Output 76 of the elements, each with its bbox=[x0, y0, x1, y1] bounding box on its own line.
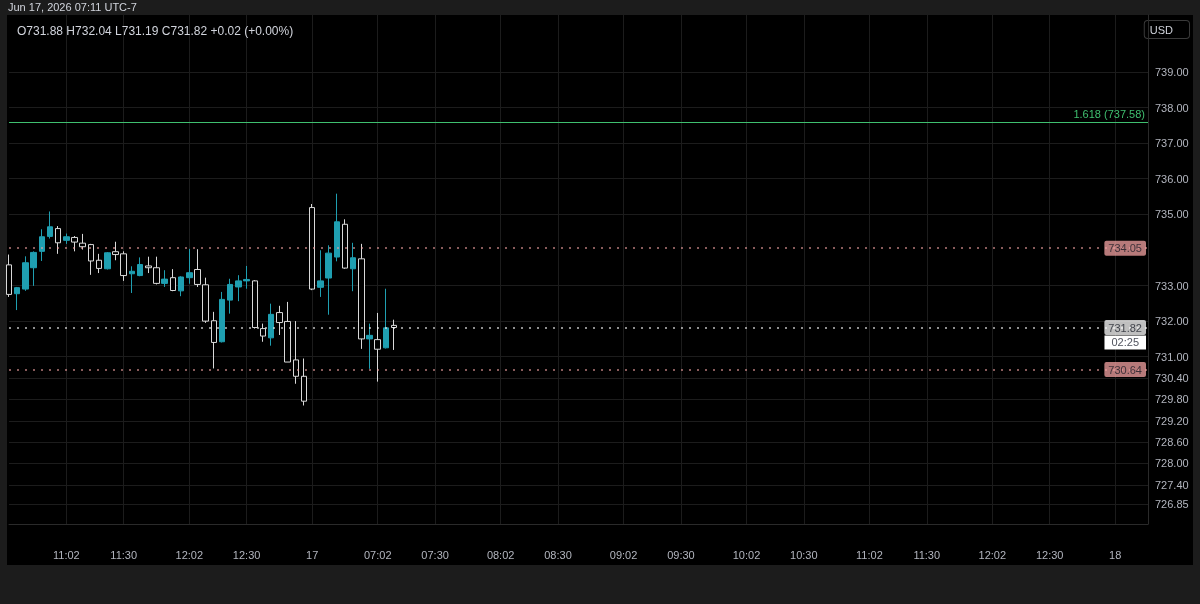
x-tick-label: 07:30 bbox=[421, 548, 449, 561]
ref-line-label: 730.64 bbox=[1108, 363, 1142, 376]
x-tick-label: 12:30 bbox=[232, 548, 261, 561]
candlestick bbox=[129, 265, 135, 294]
y-tick-label: 729.80 bbox=[1155, 393, 1189, 406]
x-tick-label: 18 bbox=[1109, 548, 1122, 561]
x-tick-label: 09:30 bbox=[667, 548, 695, 561]
ref-line-label: 1.618 (737.58) bbox=[1073, 108, 1145, 120]
text: O731.88 H732.04 L731.19 C731.82 +0.02 (+0.00%) bbox=[17, 24, 294, 38]
candlestick bbox=[39, 228, 45, 262]
y-tick-label: 726.85 bbox=[1155, 498, 1189, 511]
candlestick bbox=[88, 243, 94, 276]
x-tick-label: 11:30 bbox=[913, 548, 941, 561]
candlestick bbox=[334, 193, 340, 262]
x-tick-label: 10:02 bbox=[732, 548, 761, 561]
candlestick bbox=[268, 303, 274, 347]
y-tick-label: 737.00 bbox=[1155, 137, 1189, 150]
candlestick bbox=[391, 319, 397, 351]
candlestick bbox=[309, 203, 315, 291]
x-tick-label: 09:02 bbox=[609, 548, 638, 561]
candlestick bbox=[137, 256, 143, 277]
y-tick-label: 728.60 bbox=[1155, 436, 1189, 449]
y-tick-label: 731.00 bbox=[1155, 350, 1189, 363]
candlestick bbox=[170, 268, 176, 292]
candlestick bbox=[293, 320, 299, 385]
candlestick bbox=[47, 210, 53, 240]
x-tick-label: 17 bbox=[306, 548, 319, 561]
candlestick bbox=[383, 288, 389, 350]
x-tick-label: 11:02 bbox=[53, 548, 80, 561]
y-tick-label: 738.00 bbox=[1155, 101, 1189, 114]
candlestick bbox=[211, 311, 217, 369]
y-tick-label: 733.00 bbox=[1155, 279, 1189, 292]
y-tick-label: 730.40 bbox=[1155, 372, 1189, 385]
candlestick bbox=[104, 251, 111, 270]
x-tick-label: 11:30 bbox=[110, 548, 138, 561]
y-tick-label: 736.00 bbox=[1155, 172, 1189, 185]
candlestick bbox=[186, 248, 193, 285]
candlestick bbox=[342, 218, 348, 270]
candlestick bbox=[63, 233, 70, 245]
x-tick-label: 11:02 bbox=[856, 548, 883, 561]
candlestick bbox=[350, 242, 356, 292]
ref-line-label: 734.05 bbox=[1108, 242, 1142, 255]
candlestick bbox=[79, 233, 86, 251]
text: USD bbox=[1149, 23, 1174, 36]
candlestick bbox=[71, 235, 78, 252]
candlestick bbox=[227, 278, 233, 315]
annotation: 02:25 bbox=[1111, 336, 1139, 349]
candlestick bbox=[161, 269, 168, 288]
x-tick-label: 12:02 bbox=[978, 548, 1007, 561]
y-tick-label: 729.20 bbox=[1155, 414, 1189, 427]
y-tick-label: 739.00 bbox=[1155, 65, 1189, 78]
x-tick-label: 10:30 bbox=[790, 548, 818, 561]
x-tick-label: 08:30 bbox=[544, 548, 572, 561]
candlestick bbox=[325, 244, 332, 316]
candlestick bbox=[317, 249, 324, 298]
candlestick bbox=[14, 286, 20, 311]
x-tick-label: 08:02 bbox=[486, 548, 515, 561]
candlestick bbox=[301, 357, 307, 406]
candlestick bbox=[260, 323, 266, 343]
ref-line-label: 731.82 bbox=[1108, 321, 1142, 334]
x-tick-label: 07:02 bbox=[363, 548, 392, 561]
candlestick bbox=[252, 279, 258, 330]
x-tick-label: 12:02 bbox=[175, 548, 204, 561]
y-tick-label: 728.00 bbox=[1155, 457, 1189, 470]
y-tick-label: 735.00 bbox=[1155, 208, 1189, 221]
candlestick bbox=[366, 323, 373, 370]
candlestick bbox=[219, 291, 225, 343]
candlestick bbox=[55, 225, 61, 255]
candlestick bbox=[178, 275, 184, 297]
y-tick-label: 727.40 bbox=[1155, 478, 1189, 491]
x-tick-label: 12:30 bbox=[1035, 548, 1064, 561]
y-tick-label: 732.00 bbox=[1155, 315, 1189, 328]
candlestick bbox=[358, 243, 365, 350]
candlestick bbox=[96, 253, 102, 274]
candlestick bbox=[374, 312, 381, 383]
text: Jun 17, 2026 07:11 UTC-7 bbox=[8, 0, 137, 13]
